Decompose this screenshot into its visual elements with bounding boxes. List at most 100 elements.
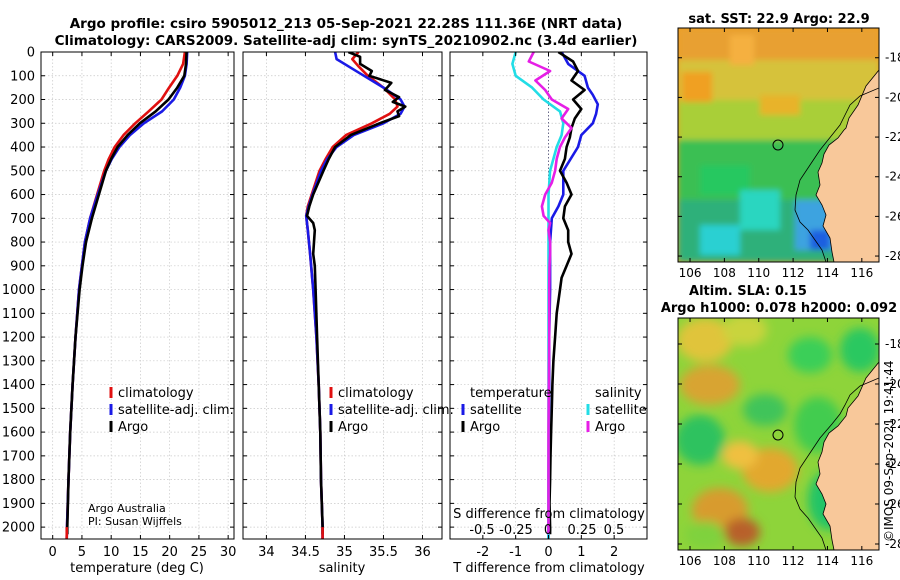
x-tick-label: 5	[78, 545, 86, 560]
map-y-tick-label: -24	[885, 170, 900, 184]
temperature-x-label: temperature (deg C)	[70, 561, 204, 576]
y-tick-label: 300	[10, 117, 35, 132]
series-line-argo	[66, 52, 188, 535]
y-tick-label: 1000	[2, 283, 35, 298]
map-y-tick-label: -18	[885, 51, 900, 65]
salinity-axes-frame	[242, 51, 443, 540]
x-tick-label: 25	[191, 545, 208, 560]
y-tick-label: 900	[10, 259, 35, 274]
x-tick-label: 20	[161, 545, 178, 560]
temperature-legend: climatology satellite-adj. clim. Argo	[109, 386, 234, 435]
x-tick-label: 10	[103, 545, 120, 560]
map-y-tick-label: -24	[885, 457, 900, 471]
difference-legend: temperature satellite Argo salinity sate…	[461, 386, 647, 435]
legend-climatology: climatology	[118, 386, 194, 401]
y-tick-label: 600	[10, 188, 35, 203]
sst-map-title: sat. SST: 22.9 Argo: 22.9	[688, 12, 869, 27]
sla-map-title-1: Altim. SLA: 0.15	[689, 284, 807, 299]
y-tick-label: 2000	[2, 521, 35, 536]
map-y-tick-label: -26	[885, 497, 900, 511]
y-tick-label: 800	[10, 236, 35, 251]
s-tick-label: 0.5	[604, 523, 625, 538]
legend-t-satellite: satellite	[470, 403, 522, 418]
sst-isobath	[794, 87, 879, 262]
temperature-panel: 0100200300400500600700800900100011001200…	[2, 46, 237, 577]
sst-map: sat. SST: 22.9 Argo: 22.9	[677, 12, 900, 280]
legend-climatology: climatology	[338, 386, 414, 401]
map-y-tick-label: -28	[885, 249, 900, 263]
x-tick-label: 34	[258, 545, 275, 560]
sla-isobath	[794, 377, 879, 550]
map-x-tick-label: 112	[782, 554, 805, 568]
map-y-tick-label: -22	[885, 417, 900, 431]
legend-temperature-title: temperature	[470, 386, 552, 401]
s-tick-label: 0.25	[568, 523, 597, 538]
map-y-tick-label: -18	[885, 337, 900, 351]
temperature-axes-frame	[40, 51, 235, 540]
legend-argo: Argo	[338, 420, 368, 435]
y-tick-label: 1500	[2, 402, 35, 417]
y-tick-label: 1700	[2, 449, 35, 464]
series-line-satellite-adj-clim-	[65, 52, 189, 539]
map-x-tick-label: 116	[850, 266, 873, 280]
x-tick-label: 15	[132, 545, 149, 560]
map-x-tick-label: 114	[816, 266, 839, 280]
legend-satellite-adj: satellite-adj. clim.	[118, 403, 234, 418]
x-tick-label: 34.5	[291, 545, 320, 560]
map-y-tick-label: -20	[885, 90, 900, 104]
sst-argo-marker	[772, 139, 784, 151]
map-y-tick-label: -20	[885, 377, 900, 391]
sla-map-title-2: Argo h1000: 0.078 h2000: 0.092	[661, 301, 897, 316]
s-difference-label: S difference from climatology	[453, 507, 645, 522]
y-tick-label: 1600	[2, 426, 35, 441]
credit-line-1: Argo Australia	[88, 502, 166, 515]
s-tick-label: -0.25	[499, 523, 533, 538]
legend-t-argo: Argo	[470, 420, 500, 435]
map-y-tick-label: -28	[885, 537, 900, 551]
series-line-climatology	[65, 52, 187, 539]
y-tick-label: 0	[27, 46, 35, 61]
salinity-panel: 34 34.5 35 35.5 36 salinity climatology sate…	[242, 51, 454, 576]
x-tick-label: 30	[220, 545, 237, 560]
legend-s-argo: Argo	[595, 420, 625, 435]
map-x-tick-label: 108	[713, 554, 736, 568]
y-tick-label: 1200	[2, 331, 35, 346]
salinity-legend: climatology satellite-adj. clim. Argo	[329, 386, 454, 435]
y-tick-label: 100	[10, 69, 35, 84]
x-tick-label: 2	[610, 545, 618, 560]
s-tick-label: -0.5	[469, 523, 494, 538]
map-x-tick-label: 112	[782, 266, 805, 280]
x-tick-label: -1	[509, 545, 522, 560]
s-tick-label: 0	[544, 523, 552, 538]
series-line-s-argo	[527, 52, 573, 535]
map-y-tick-label: -22	[885, 130, 900, 144]
map-x-tick-label: 108	[713, 266, 736, 280]
map-x-tick-label: 114	[816, 554, 839, 568]
map-y-tick-label: -26	[885, 209, 900, 223]
title-line-1: Argo profile: csiro 5905012_213 05-Sep-2…	[70, 16, 623, 32]
legend-salinity-title: salinity	[595, 386, 642, 401]
x-tick-label: 1	[577, 545, 585, 560]
sla-land	[815, 361, 879, 550]
map-x-tick-label: 110	[747, 266, 770, 280]
y-tick-label: 400	[10, 141, 35, 156]
difference-panel: -2 -1 0 1 2 S difference from climatology -0…	[449, 51, 648, 576]
sla-map: Altim. SLA: 0.15 Argo h1000: 0.078 h2000…	[661, 284, 900, 568]
title-line-2: Climatology: CARS2009. Satellite-adj cli…	[55, 33, 638, 49]
legend-s-satellite: satellite	[595, 403, 647, 418]
map-x-tick-label: 106	[679, 554, 702, 568]
series-line-s-satellite	[511, 52, 565, 539]
y-tick-label: 1400	[2, 378, 35, 393]
legend-argo: Argo	[118, 420, 148, 435]
series-line-argo	[305, 52, 407, 535]
y-tick-label: 1900	[2, 497, 35, 512]
y-tick-label: 1800	[2, 473, 35, 488]
legend-satellite-adj: satellite-adj. clim.	[338, 403, 454, 418]
imos-timestamp: ©IMOS 09-Sep-2021 19:41:44	[882, 360, 896, 542]
x-tick-label: 36	[414, 545, 431, 560]
y-tick-label: 500	[10, 164, 35, 179]
map-x-tick-label: 106	[679, 266, 702, 280]
sla-argo-marker	[772, 429, 784, 441]
y-tick-label: 1100	[2, 307, 35, 322]
